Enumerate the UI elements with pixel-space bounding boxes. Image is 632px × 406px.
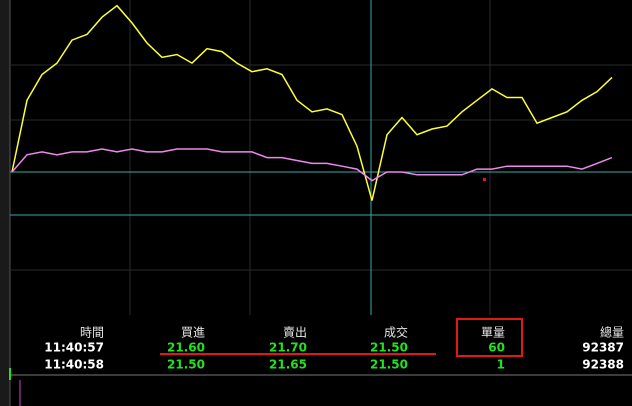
highlight-underline <box>160 353 436 355</box>
column-header: 成交 <box>384 325 408 340</box>
trade-table: 時間 買進 賣出 成交 單量 總量 11:40:57 21.60 21.70 21.50 60 923… <box>44 325 624 372</box>
column-header: 時間 <box>80 326 104 340</box>
marker <box>483 178 486 181</box>
table-cell: 21.50 <box>370 358 408 372</box>
table-cell: 92387 <box>582 341 624 355</box>
table-cell: 21.60 <box>167 341 205 355</box>
grid <box>10 0 632 315</box>
table-cell: 92388 <box>582 358 624 372</box>
left-strip <box>0 0 10 406</box>
table-cell: 11:40:57 <box>44 341 104 355</box>
column-header: 單量 <box>481 326 505 340</box>
table-cell: 21.70 <box>269 341 307 355</box>
table-cell: 60 <box>488 341 505 355</box>
table-cell: 1 <box>497 358 505 372</box>
price-line <box>11 4 613 201</box>
price-line <box>11 148 613 182</box>
column-header: 總量 <box>600 325 624 340</box>
table-cell: 21.65 <box>269 358 307 372</box>
plot <box>10 4 632 216</box>
table-cell: 11:40:58 <box>44 358 104 372</box>
column-header: 賣出 <box>283 325 307 340</box>
table-cell: 21.50 <box>167 358 205 372</box>
highlight-box <box>456 318 523 357</box>
table-cell: 21.50 <box>370 341 408 355</box>
column-header: 買進 <box>181 326 205 340</box>
